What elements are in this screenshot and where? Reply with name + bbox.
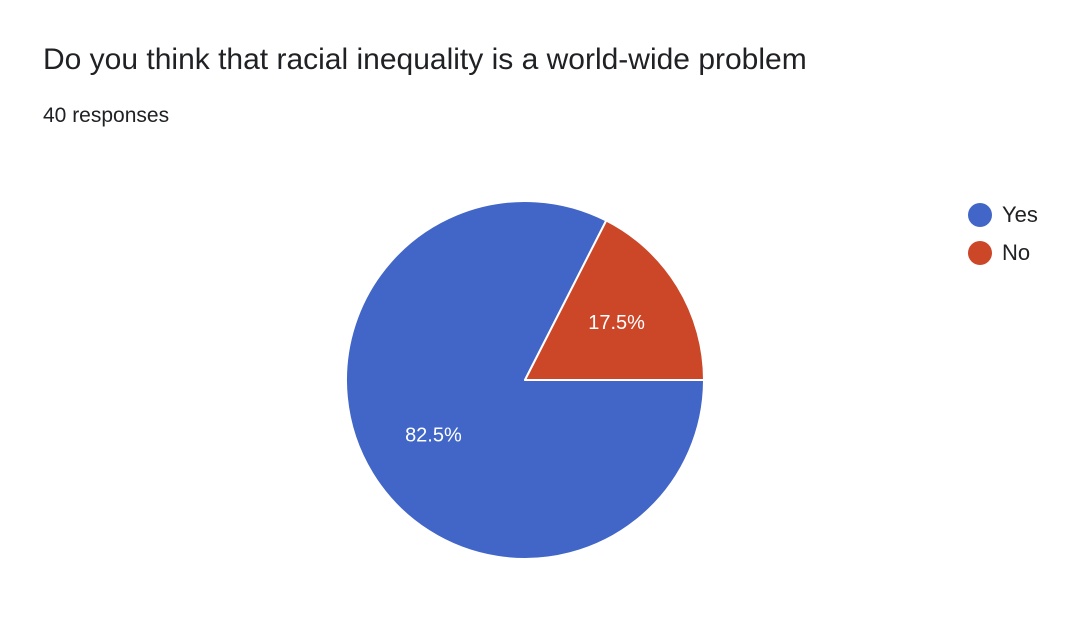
- data-label-yes: 82.5%: [405, 424, 462, 446]
- legend-item-no[interactable]: No: [968, 234, 1038, 272]
- legend-swatch-yes: [968, 203, 992, 227]
- legend: Yes No: [968, 196, 1038, 272]
- legend-label-no: No: [1002, 240, 1031, 265]
- legend-swatch-no: [968, 241, 992, 265]
- legend-label-yes: Yes: [1002, 202, 1038, 227]
- pie-slice-no[interactable]: [524, 219, 705, 381]
- chart-title: Do you think that racial inequality is a…: [43, 43, 807, 76]
- response-count: 40 responses: [43, 104, 170, 127]
- data-label-no: 17.5%: [588, 312, 645, 334]
- legend-item-yes[interactable]: Yes: [968, 196, 1038, 234]
